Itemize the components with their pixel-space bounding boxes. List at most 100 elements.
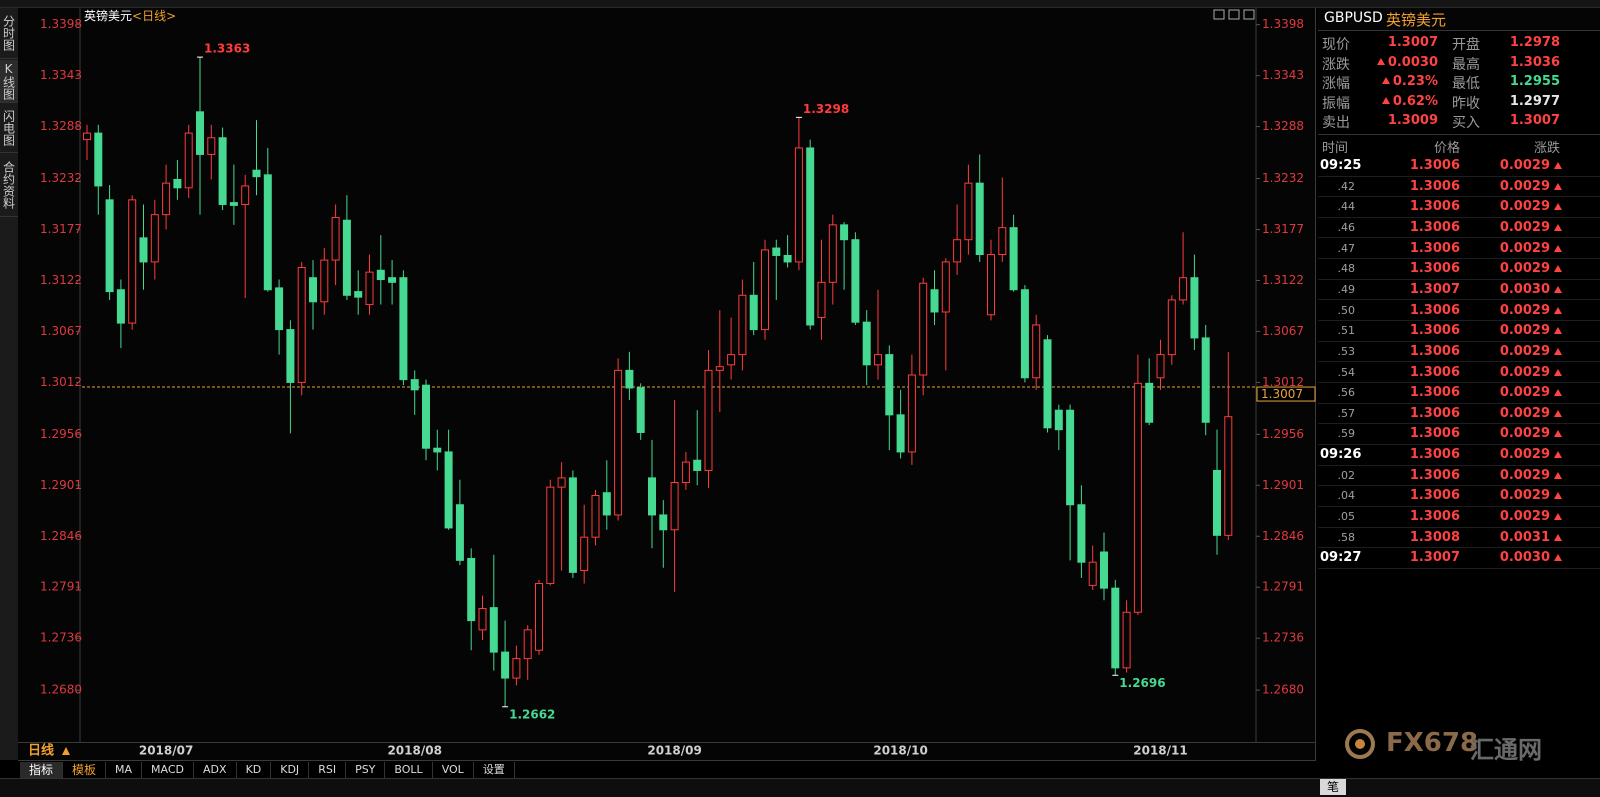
quote-label: 买入 — [1452, 115, 1480, 131]
icon-restore[interactable] — [1213, 9, 1225, 20]
candle-body — [715, 366, 724, 371]
y-tick-label-right: 1.2791 — [1262, 580, 1304, 594]
bottom-tab[interactable]: 笔 — [1320, 779, 1346, 795]
candle-body — [885, 354, 894, 416]
candle-body — [252, 169, 261, 178]
candle-body — [94, 132, 103, 187]
toolbar-item[interactable]: VOL — [433, 762, 474, 778]
y-tick-label-right: 1.2846 — [1262, 529, 1304, 543]
x-tick-label: 2018/07 — [139, 744, 193, 758]
icon-maximize[interactable] — [1228, 9, 1240, 20]
candle-body — [1156, 354, 1165, 379]
y-tick-label-left: 1.2791 — [40, 580, 82, 594]
tick-time: 09:25 — [1320, 158, 1362, 173]
tick-row-divider — [1318, 196, 1600, 198]
tick-price: 1.3006 — [1409, 364, 1460, 380]
candle-body — [840, 224, 849, 241]
candle-body — [1009, 227, 1018, 291]
tick-row-divider — [1318, 361, 1600, 363]
candle-body — [83, 132, 91, 141]
sidebar-tab[interactable]: 分时图 — [0, 8, 18, 59]
icon-close[interactable] — [1243, 9, 1255, 20]
toolbar-item[interactable]: KDJ — [271, 762, 310, 778]
quote-value: 1.3007 — [1509, 113, 1560, 128]
candle-body — [173, 178, 182, 189]
candle-body — [105, 199, 114, 293]
candle-body — [184, 132, 193, 189]
y-tick-label-left: 1.3177 — [40, 222, 82, 236]
candle-body — [625, 369, 634, 389]
toolbar-item[interactable]: MACD — [142, 762, 195, 778]
candle-body — [128, 199, 137, 324]
top-bar — [0, 0, 1600, 8]
toolbar-item[interactable]: KD — [237, 762, 272, 778]
y-tick-label-right: 1.3232 — [1262, 171, 1304, 185]
tick-arrow — [1554, 285, 1562, 293]
candle-body — [614, 369, 623, 516]
tick-change: 0.0029 — [1499, 199, 1550, 215]
toolbar-item[interactable]: 指标 — [20, 762, 64, 778]
candle-body — [218, 137, 227, 205]
high-annotation: 1.3298 — [803, 102, 849, 116]
candle-body — [1020, 289, 1029, 379]
tick-price: 1.3006 — [1409, 405, 1460, 421]
tick-change: 0.0029 — [1499, 158, 1550, 173]
candle-body — [783, 254, 792, 263]
last-price-label: 1.3007 — [1261, 387, 1303, 401]
toolbar-item[interactable]: MA — [106, 762, 143, 778]
candle-body — [535, 583, 543, 651]
candle-body — [862, 321, 871, 366]
quote-label: 开盘 — [1452, 37, 1480, 53]
tick-time: .58 — [1337, 530, 1356, 544]
tick-change: 0.0029 — [1499, 364, 1550, 380]
toolbar-item[interactable]: PSY — [346, 762, 386, 778]
toolbar-item[interactable]: BOLL — [385, 762, 433, 778]
toolbar-item[interactable]: RSI — [309, 762, 347, 778]
candle-body — [523, 629, 532, 660]
ticks-header: 涨跌 — [1533, 141, 1560, 156]
status-bar — [0, 778, 1600, 797]
tick-change: 0.0029 — [1499, 219, 1550, 235]
period-arrow[interactable] — [62, 747, 70, 755]
candle-body — [376, 269, 385, 281]
quote-panel: GBPUSD 英镑美元 现价 1.3007 开盘 1.2978 涨跌 0.0030 最高 1.30… — [1318, 8, 1600, 760]
tick-row-divider — [1318, 402, 1600, 404]
tick-row-divider — [1318, 505, 1600, 507]
candle-body — [670, 482, 679, 531]
tick-price: 1.3006 — [1409, 343, 1460, 359]
candle-body — [1088, 561, 1097, 586]
candle-body — [501, 651, 510, 679]
candle-body — [1201, 337, 1210, 423]
tick-change: 0.0029 — [1499, 385, 1550, 401]
ticks-header: 价格 — [1433, 141, 1460, 156]
tick-row-divider — [1318, 340, 1600, 342]
tick-price: 1.3006 — [1409, 240, 1460, 256]
tick-time: .54 — [1337, 365, 1356, 379]
toolbar-item[interactable]: 模板 — [63, 762, 107, 778]
tick-row-divider — [1318, 382, 1600, 383]
candle-body — [365, 271, 374, 306]
tick-change: 0.0030 — [1499, 281, 1550, 297]
sidebar-tab[interactable]: 合约资料 — [0, 154, 18, 217]
candle-body — [738, 294, 747, 356]
y-tick-label-left: 1.3012 — [40, 375, 82, 389]
quote-value: 1.3036 — [1509, 54, 1560, 70]
panel-separator — [1318, 134, 1600, 135]
candle-body — [388, 277, 397, 283]
ticks-header: 时间 — [1322, 141, 1349, 156]
sidebar-tab[interactable]: K线图 — [0, 60, 18, 103]
toolbar-item[interactable]: ADX — [194, 762, 237, 778]
period-button[interactable]: 日线 — [28, 743, 54, 759]
tick-arrow — [1554, 513, 1562, 521]
toolbar-item[interactable]: 设置 — [474, 762, 515, 778]
toolbar: 指标 模板 MA MACD ADX KD KDJ RSI PSY BOLL VOL 设置 — [20, 762, 515, 778]
tick-time: .56 — [1337, 386, 1356, 400]
sidebar-tab[interactable]: 闪电图 — [0, 104, 18, 153]
candle-body — [512, 658, 521, 679]
candle-body — [998, 227, 1007, 256]
tick-change: 0.0029 — [1499, 467, 1550, 483]
tick-arrow — [1554, 409, 1562, 417]
candle-body — [1066, 409, 1075, 506]
tick-row-divider — [1318, 526, 1600, 528]
candle-body — [648, 477, 656, 516]
